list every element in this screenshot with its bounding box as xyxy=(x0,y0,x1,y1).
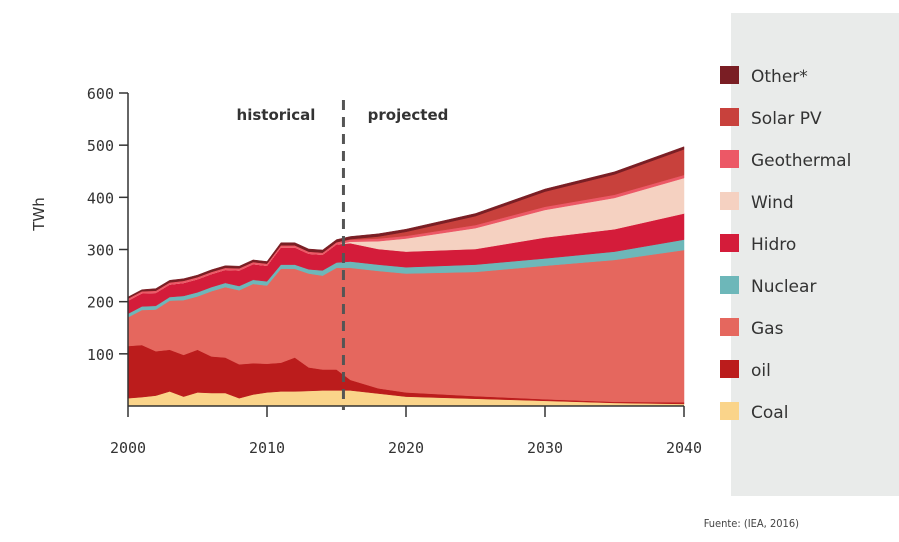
legend-swatch xyxy=(720,360,739,378)
y-tick-label: 300 xyxy=(87,242,114,260)
historical-label: historical xyxy=(237,106,316,124)
x-tick-label: 2020 xyxy=(388,439,424,457)
legend-label: Hidro xyxy=(751,235,796,255)
legend-label: Wind xyxy=(751,193,794,213)
x-tick-label: 2040 xyxy=(666,439,702,457)
legend-swatch xyxy=(720,402,739,420)
legend-label: Gas xyxy=(751,319,784,339)
y-tick-label: 100 xyxy=(87,346,114,364)
y-axis-title: TWh xyxy=(30,197,48,232)
legend-swatch xyxy=(720,192,739,210)
legend-panel xyxy=(731,13,899,496)
y-tick-label: 600 xyxy=(87,85,114,103)
legend-label: Solar PV xyxy=(751,109,822,129)
y-tick-label: 200 xyxy=(87,294,114,312)
legend-swatch xyxy=(720,234,739,252)
source-note: Fuente: (IEA, 2016) xyxy=(703,517,799,530)
area-other xyxy=(127,146,685,299)
x-tick-label: 2010 xyxy=(249,439,285,457)
y-tick-label: 500 xyxy=(87,137,114,155)
legend-label: Geothermal xyxy=(751,151,851,171)
legend-swatch xyxy=(720,276,739,294)
stacked-areas xyxy=(127,146,685,407)
y-tick-label: 400 xyxy=(87,189,114,207)
legend-label: oil xyxy=(751,361,771,381)
axes: 100 200 300 400 500 600 2000 2010 2020 2030 2040 xyxy=(87,85,702,457)
x-tick-label: 2000 xyxy=(110,439,146,457)
legend-swatch xyxy=(720,150,739,168)
legend-swatch xyxy=(720,66,739,84)
legend-label: Coal xyxy=(751,403,788,423)
legend-label: Other* xyxy=(751,67,808,87)
legend-swatch xyxy=(720,318,739,336)
legend: Other* Solar PV Geothermal Wind Hidro Nuclear… xyxy=(720,66,851,423)
projected-label: projected xyxy=(368,106,449,124)
legend-label: Nuclear xyxy=(751,277,816,297)
x-tick-label: 2030 xyxy=(527,439,563,457)
legend-swatch xyxy=(720,108,739,126)
